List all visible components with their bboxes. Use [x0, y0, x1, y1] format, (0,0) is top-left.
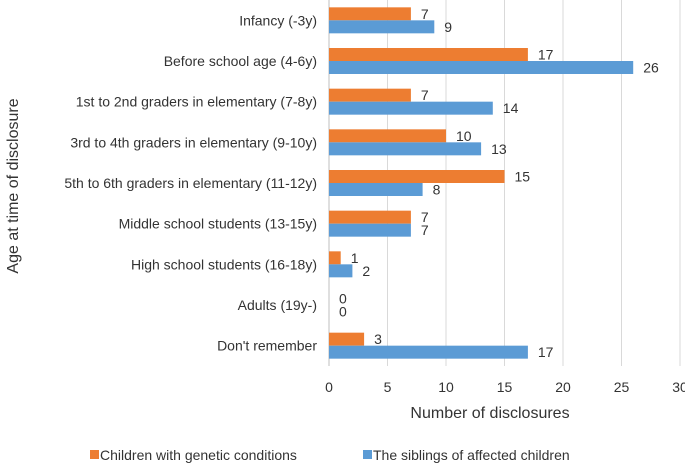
category-label: High school students (16-18y)	[131, 256, 317, 272]
category-label: 5th to 6th graders in elementary (11-12y…	[64, 175, 317, 191]
bar	[329, 264, 353, 278]
x-tick-label: 30	[672, 379, 685, 395]
bar	[329, 223, 411, 237]
data-label: 7	[421, 209, 429, 225]
data-label: 14	[503, 100, 519, 116]
data-label: 7	[421, 6, 429, 22]
bar	[329, 20, 435, 34]
x-tick-label: 0	[325, 379, 333, 395]
data-label: 2	[362, 263, 370, 279]
data-label: 15	[515, 169, 531, 185]
data-label: 1	[351, 250, 359, 266]
data-label: 17	[538, 344, 554, 360]
data-label: 9	[444, 19, 452, 35]
data-label: 26	[643, 60, 659, 76]
bar	[329, 129, 446, 143]
category-label: Before school age (4-6y)	[164, 53, 317, 69]
data-label: 3	[374, 331, 382, 347]
bar	[329, 170, 505, 183]
x-tick-label: 25	[614, 379, 630, 395]
legend-label: The siblings of affected children	[373, 447, 570, 463]
data-label: 7	[421, 87, 429, 103]
data-label: 10	[456, 128, 472, 144]
category-label: Adults (19y-)	[238, 297, 317, 313]
data-label: 8	[433, 182, 441, 198]
x-axis-title: Number of disclosures	[410, 405, 569, 422]
bar	[329, 183, 423, 196]
legend-label: Children with genetic conditions	[100, 447, 297, 463]
category-label: Infancy (-3y)	[239, 12, 317, 28]
x-tick-label: 20	[555, 379, 571, 395]
category-label: 3rd to 4th graders in elementary (9-10y)	[70, 134, 317, 150]
bar	[329, 88, 411, 102]
legend: Children with genetic conditions The sibl…	[90, 447, 570, 463]
bar	[329, 101, 493, 115]
data-label: 0	[339, 291, 347, 307]
bar	[329, 251, 341, 265]
legend-swatch	[90, 450, 99, 459]
legend-swatch	[363, 450, 372, 459]
category-label: Middle school students (13-15y)	[119, 216, 317, 232]
bar	[329, 142, 482, 156]
bar	[329, 210, 411, 224]
bar	[329, 7, 411, 21]
x-tick-label: 10	[438, 379, 454, 395]
y-axis-title: Age at time of disclosure	[5, 98, 22, 273]
data-label: 17	[538, 47, 554, 63]
category-label: Don't remember	[217, 338, 317, 354]
bar	[329, 332, 365, 346]
data-label: 13	[491, 141, 507, 157]
category-label: 1st to 2nd graders in elementary (7-8y)	[76, 94, 317, 110]
bar	[329, 345, 528, 359]
bar	[329, 48, 528, 61]
category-labels: Infancy (-3y) Before school age (4-6y) 1st…	[64, 12, 317, 353]
bar	[329, 61, 634, 74]
x-tick-labels: 0 5 10 15 20 25 30	[325, 379, 685, 395]
x-tick-label: 5	[384, 379, 392, 395]
data-label: 7	[421, 222, 429, 238]
data-label: 0	[339, 304, 347, 320]
x-tick-label: 15	[497, 379, 513, 395]
